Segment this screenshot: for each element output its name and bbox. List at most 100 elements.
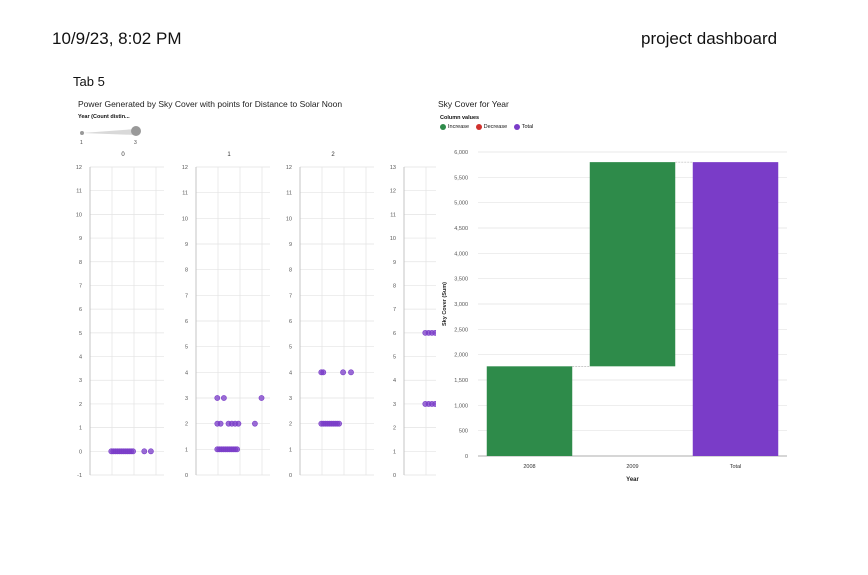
y-tick-label: 9	[79, 236, 82, 242]
x-tick-label: 2008	[523, 464, 535, 470]
y-tick-label: 0	[289, 473, 292, 479]
y-tick-label: 9	[393, 260, 396, 266]
y-tick-label: 4	[79, 355, 82, 361]
y-tick-label: 5,500	[454, 175, 468, 181]
y-tick-label: 5	[393, 355, 396, 361]
waterfall-bar-2009	[589, 162, 676, 367]
y-tick-label: 12	[76, 165, 82, 171]
legend-swatch-total	[513, 124, 520, 130]
y-tick-label: 10	[390, 236, 396, 242]
y-tick-label: 10	[76, 212, 82, 218]
scatter-point	[432, 329, 436, 336]
y-tick-label: 5,000	[454, 201, 468, 207]
y-tick-label: 5	[79, 331, 82, 337]
y-tick-label: 3	[393, 402, 396, 408]
facet-header-label: 2	[331, 152, 335, 158]
y-tick-label: 11	[182, 191, 188, 197]
waterfall-chart-title: Sky Cover for Year	[438, 99, 509, 109]
y-tick-label: 2	[393, 426, 396, 432]
legend-label-increase: Increase	[448, 124, 470, 130]
y-tick-label: 3,000	[454, 302, 468, 308]
header-title: project dashboard	[641, 29, 778, 48]
y-tick-label: 2	[289, 422, 292, 428]
y-tick-label: 8	[79, 260, 82, 266]
y-tick-label: 0	[393, 473, 396, 479]
scatter-point	[147, 448, 154, 455]
header-date: 10/9/23, 8:02 PM	[52, 29, 182, 48]
tab-label[interactable]: Tab 5	[73, 74, 105, 89]
y-tick-label: -1	[77, 473, 82, 479]
x-axis-title: Year	[626, 477, 639, 483]
y-tick-label: 10	[182, 216, 188, 222]
legend-item-total[interactable]: Total	[513, 124, 534, 130]
legend-swatch-increase	[440, 124, 446, 130]
y-tick-label: 2	[185, 422, 188, 428]
y-tick-label: 4	[289, 370, 292, 376]
legend-item-decrease[interactable]: Decrease	[475, 124, 507, 130]
y-tick-label: 12	[286, 165, 292, 171]
y-tick-label: 5	[289, 345, 292, 351]
y-tick-label: 4,500	[454, 226, 468, 232]
scatter-point	[340, 369, 346, 376]
y-tick-label: 7	[393, 307, 396, 313]
size-legend-min-circle	[80, 131, 84, 135]
scatter-point	[336, 420, 343, 427]
scatter-point	[220, 395, 227, 401]
y-tick-label: 3	[185, 396, 188, 402]
y-tick-label: 10	[286, 216, 292, 222]
y-tick-label: 6	[79, 307, 82, 313]
y-tick-label: 13	[390, 165, 396, 171]
y-tick-label: 1	[185, 447, 188, 453]
y-tick-label: 7	[79, 283, 82, 289]
scatter-point	[130, 448, 136, 455]
y-tick-label: 9	[185, 242, 188, 248]
y-tick-label: 500	[459, 429, 468, 435]
y-axis-title: Sky Cover (Sum)	[442, 282, 448, 326]
y-tick-label: 1	[393, 449, 396, 455]
legend-item-increase[interactable]: Increase	[440, 124, 469, 130]
legend-label-total: Total	[521, 124, 534, 130]
y-tick-label: 1,500	[454, 378, 468, 384]
y-tick-label: 6	[393, 331, 396, 337]
y-tick-label: 7	[289, 293, 292, 299]
size-legend-max-circle	[131, 126, 141, 136]
y-tick-label: 11	[286, 191, 292, 197]
y-tick-label: 8	[185, 268, 188, 274]
y-tick-label: 0	[79, 449, 82, 455]
y-tick-label: 1,000	[454, 403, 468, 409]
y-tick-label: 12	[182, 165, 188, 171]
y-tick-label: 4,000	[454, 251, 468, 257]
scatter-point	[141, 448, 148, 455]
y-tick-label: 11	[76, 189, 82, 195]
waterfall-legend-title: Column values	[440, 115, 480, 121]
x-tick-label: Total	[730, 464, 742, 470]
scatter-point	[234, 446, 240, 453]
waterfall-legend: Column values Increase Decrease Total	[440, 115, 538, 132]
y-tick-label: 1	[79, 426, 82, 432]
scatter-point	[432, 401, 436, 407]
y-tick-label: 8	[289, 268, 292, 274]
waterfall-bar-total	[692, 162, 779, 456]
scatter-chart-title: Power Generated by Sky Cover with points…	[78, 99, 343, 109]
scatter-facet-chart: 0-10123456789101112101234567891011122012…	[76, 152, 436, 479]
y-tick-label: 6	[289, 319, 292, 325]
y-tick-label: 4	[393, 378, 396, 384]
waterfall-bar-2008	[486, 366, 573, 456]
size-legend-min-label: 1	[80, 140, 83, 146]
y-tick-label: 5	[185, 345, 188, 351]
y-tick-label: 8	[393, 283, 396, 289]
size-legend: Year (Count distin... 1 3	[78, 114, 158, 148]
scatter-point	[235, 420, 242, 427]
size-legend-wedge	[82, 129, 136, 135]
scatter-point	[258, 395, 265, 401]
waterfall-chart: 0 500 1,000 1,500 2,000 2,500 3,000 3,500 4,000 4…	[442, 150, 787, 483]
scatter-point	[252, 420, 258, 427]
y-tick-label: 6,000	[454, 150, 468, 156]
size-legend-graphic: 1 3	[80, 126, 141, 146]
size-legend-title: Year (Count distin...	[78, 114, 130, 120]
y-tick-label: 0	[465, 454, 468, 460]
scatter-point	[320, 369, 327, 376]
